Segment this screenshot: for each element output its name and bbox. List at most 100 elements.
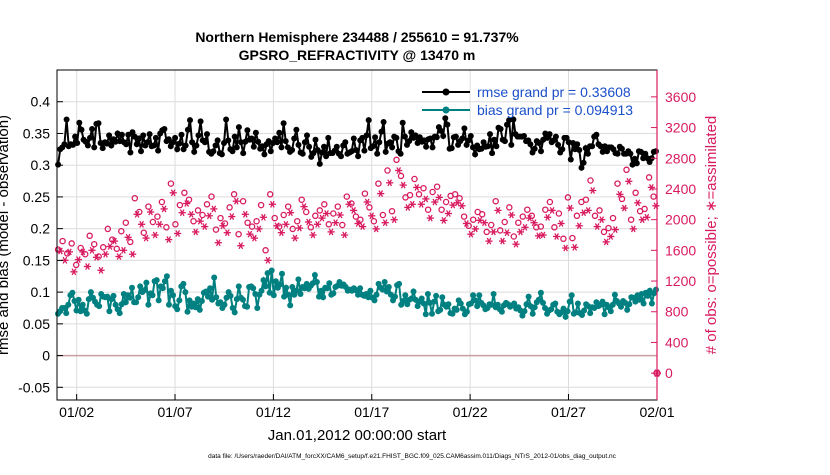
obs-assimilated-point	[250, 234, 258, 242]
rmse-point	[333, 143, 340, 150]
bias-point	[392, 293, 398, 300]
obs-assimilated-point	[192, 228, 200, 236]
bias-point	[170, 292, 177, 299]
y-tick-label-left: 0.2	[31, 221, 51, 237]
bias-point	[463, 308, 470, 315]
obs-possible-point	[393, 156, 400, 164]
bias-point	[579, 312, 585, 318]
rmse-point	[191, 148, 198, 155]
asterisk-stroke	[509, 211, 514, 219]
asterisk-stroke	[112, 237, 117, 245]
rmse-point	[244, 127, 251, 134]
obs-possible-point	[59, 237, 66, 245]
rmse-point	[280, 120, 287, 127]
obs-assimilated-point	[106, 243, 114, 250]
asterisk-stroke	[157, 220, 162, 228]
obs-possible-point	[86, 232, 93, 240]
bias-point	[422, 311, 429, 318]
obs-assimilated-point	[525, 214, 534, 222]
bias-point	[326, 280, 333, 287]
legend-swatch-marker	[442, 106, 450, 114]
rmse-point	[491, 136, 498, 143]
asterisk-stroke	[252, 234, 257, 242]
rmse-point	[484, 143, 491, 150]
obs-assimilated-point	[174, 230, 182, 237]
bias-point	[470, 292, 477, 299]
obs-possible-point	[262, 247, 269, 254]
asterisk-stroke	[89, 246, 95, 254]
obs-possible-point	[330, 210, 337, 217]
asterisk-stroke	[400, 181, 406, 189]
y-tick-label-left: 0.4	[31, 94, 51, 110]
y-tick-label-left: 0.25	[23, 189, 50, 205]
obs-possible-point	[438, 206, 445, 213]
asterisk-stroke	[603, 238, 609, 246]
obs-assimilated-point	[336, 211, 344, 219]
obs-assimilated-point	[467, 230, 475, 238]
asterisk-stroke	[396, 167, 402, 174]
bias-point	[494, 301, 501, 308]
obs-possible-point	[226, 204, 233, 211]
obs-assimilated-point	[147, 208, 155, 216]
obs-assimilated-point	[264, 256, 272, 264]
obs-assimilated-point	[277, 229, 285, 237]
bias-point	[213, 294, 220, 301]
y-tick-label-left: 0.3	[31, 157, 51, 173]
bias-point	[126, 294, 133, 301]
obs-assimilated-point	[458, 202, 466, 210]
rmse-point	[567, 156, 574, 163]
obs-assimilated-point	[129, 250, 137, 258]
rmse-point	[78, 126, 85, 133]
rmse-point	[87, 134, 93, 141]
bias-point	[116, 310, 123, 317]
asterisk-stroke	[473, 225, 478, 233]
bias-point	[186, 297, 193, 304]
obs-possible-point	[496, 227, 504, 234]
obs-assimilated-point	[616, 190, 624, 198]
obs-possible-point	[104, 225, 112, 233]
bias-point	[276, 281, 283, 288]
obs-assimilated-point	[354, 220, 362, 227]
asterisk-stroke	[477, 216, 483, 224]
asterisk-stroke	[139, 220, 144, 228]
bias-point	[287, 302, 294, 309]
asterisk-stroke	[306, 218, 311, 226]
rmse-point	[229, 148, 236, 155]
rmse-point	[74, 140, 81, 146]
obs-possible-point	[99, 244, 107, 251]
bias-point	[122, 299, 129, 306]
asterisk-stroke	[455, 199, 460, 207]
rmse-point	[182, 142, 189, 149]
bias-point	[106, 308, 113, 315]
obs-assimilated-point	[629, 225, 637, 233]
asterisk-stroke	[270, 200, 275, 208]
obs-assimilated-point	[426, 214, 434, 222]
bias-point	[161, 278, 168, 285]
obs-assimilated-point	[124, 233, 132, 241]
bias-point	[231, 309, 238, 316]
rmse-point	[584, 150, 591, 157]
y-tick-label-right: 800	[665, 304, 689, 320]
obs-possible-point	[433, 183, 441, 190]
y-tick-label-right: 1600	[665, 242, 696, 258]
rmse-point	[350, 135, 357, 142]
obs-assimilated-point	[607, 233, 615, 240]
bias-point	[410, 288, 417, 295]
rmse-point	[393, 134, 400, 141]
rmse-point	[282, 138, 289, 145]
obs-assimilated-point	[70, 268, 78, 276]
asterisk-stroke	[211, 205, 217, 213]
asterisk-stroke	[85, 263, 90, 270]
bias-point	[145, 301, 152, 308]
rmse-point	[589, 143, 596, 150]
legend-swatch-marker	[442, 88, 450, 96]
asterisk-stroke	[423, 195, 429, 203]
bias-point	[414, 303, 421, 310]
obs-possible-point	[235, 230, 242, 238]
y-tick-label-left: 0.35	[23, 125, 50, 141]
obs-assimilated-point	[399, 181, 407, 189]
asterisk-stroke	[229, 213, 235, 221]
chart-title-line2: GPSRO_REFRACTIVITY @ 13470 m	[239, 47, 476, 63]
rmse-point	[197, 118, 204, 125]
